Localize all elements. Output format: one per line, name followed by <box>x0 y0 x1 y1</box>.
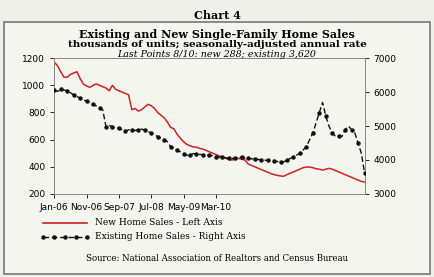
Text: Existing and New Single-Family Home Sales: Existing and New Single-Family Home Sale… <box>79 29 355 40</box>
Text: New Home Sales - Left Axis: New Home Sales - Left Axis <box>95 219 223 227</box>
Text: Chart 4: Chart 4 <box>194 10 240 21</box>
Text: thousands of units; seasonally-adjusted annual rate: thousands of units; seasonally-adjusted … <box>68 40 366 49</box>
Text: Source: National Association of Realtors and Census Bureau: Source: National Association of Realtors… <box>86 255 348 263</box>
Text: Last Points 8/10: new 288; existing 3,620: Last Points 8/10: new 288; existing 3,62… <box>118 50 316 59</box>
Text: Existing Home Sales - Right Axis: Existing Home Sales - Right Axis <box>95 232 246 241</box>
